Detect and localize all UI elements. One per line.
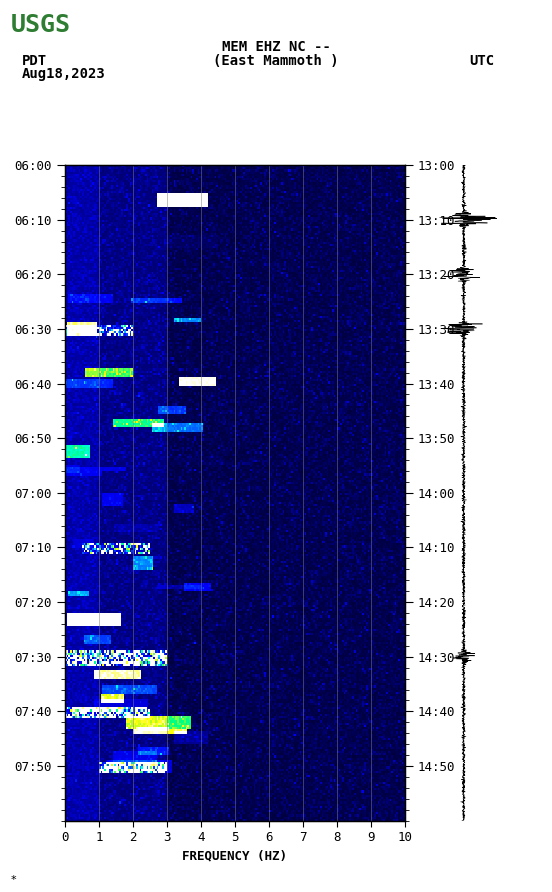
X-axis label: FREQUENCY (HZ): FREQUENCY (HZ) — [182, 849, 288, 863]
Text: Aug18,2023: Aug18,2023 — [22, 67, 106, 81]
Text: USGS: USGS — [11, 13, 71, 37]
Text: UTC: UTC — [469, 54, 495, 68]
Text: *: * — [11, 875, 17, 885]
Text: PDT: PDT — [22, 54, 47, 68]
Text: (East Mammoth ): (East Mammoth ) — [213, 54, 339, 68]
Text: MEM EHZ NC --: MEM EHZ NC -- — [221, 40, 331, 54]
